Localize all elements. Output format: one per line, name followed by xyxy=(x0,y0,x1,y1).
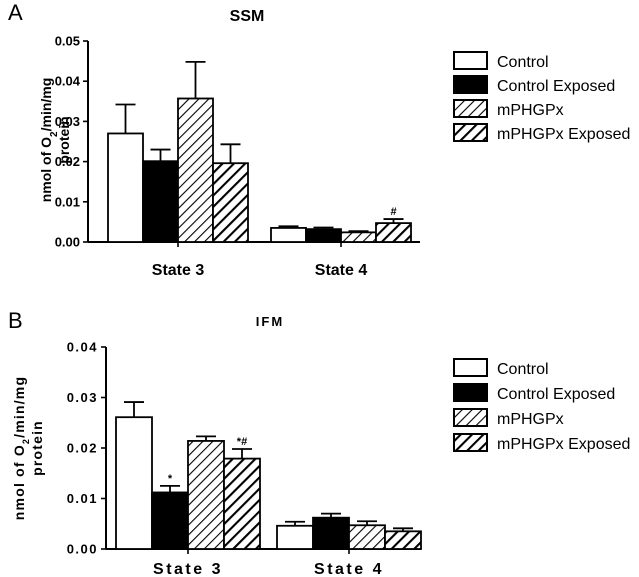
panel-a-bar xyxy=(177,97,214,243)
panel-b-bar xyxy=(312,516,350,550)
panel-b-y-tick-label: 0.01 xyxy=(67,491,98,506)
panel-a-legend-label: Control xyxy=(497,54,549,71)
panel-b-legend-label: mPHGPx Exposed xyxy=(497,436,630,453)
panel-b-ylabel-line2: protein xyxy=(29,420,45,476)
panel-b-bar xyxy=(187,440,225,550)
panel-a-title: SSM xyxy=(230,8,265,25)
panel-a-significance-mark: # xyxy=(390,206,396,218)
panel-b-ylabel-sub: 2 xyxy=(21,438,31,444)
panel-a-bar xyxy=(340,231,377,243)
panel-a-bar xyxy=(107,132,144,243)
panel-b-ylabel-main: nmol of O xyxy=(11,444,27,520)
panel-b-legend-label: Control Exposed xyxy=(497,386,615,403)
panel-b-title: IFM xyxy=(256,314,284,329)
panel-a-ylabel-sub: 2 xyxy=(49,131,60,137)
panel-a-y-tick-label: 0.01 xyxy=(55,194,80,209)
panel-b-ylabel-line1: nmol of O2/min/mg xyxy=(11,376,31,520)
panel-a-bar xyxy=(212,162,249,243)
panel-a-ylabel-rest: /min/mg xyxy=(38,78,54,132)
panel-b-y-tick-label: 0.00 xyxy=(67,542,98,557)
panel-b-legend-label: mPHGPx xyxy=(497,411,564,428)
panel-a-bar xyxy=(142,160,179,243)
panel-b-y-tick-label: 0.02 xyxy=(67,441,98,456)
panel-a-legend-swatch xyxy=(453,75,488,94)
panel-a-y-tick-label: 0.00 xyxy=(55,235,80,250)
panel-b-legend-swatch xyxy=(453,358,488,377)
panel-a-legend-swatch xyxy=(453,99,488,118)
panel-b-legend: Control Control Exposed mPHGPx mPHGPx Expos… xyxy=(453,358,630,453)
panel-a-y-tick-label: 0.05 xyxy=(55,34,80,49)
panel-b-bar xyxy=(276,524,314,550)
panel-a: A SSM nmol of O2/min/mg protein 0.00 0.01… xyxy=(8,0,630,279)
panel-b-bar xyxy=(151,491,189,550)
panel-a-legend-swatch xyxy=(453,51,488,70)
panel-a-ylabel-line2: protein xyxy=(56,116,72,163)
panel-b-significance-mark: *# xyxy=(237,436,247,448)
panel-b-y-tick-label: 0.03 xyxy=(67,390,98,405)
panel-b-legend-swatch xyxy=(453,433,488,452)
panel-a-bar xyxy=(305,228,342,243)
panel-b-legend-swatch xyxy=(453,383,488,402)
panel-a-legend-label: mPHGPx Exposed xyxy=(497,126,630,143)
panel-a-bar xyxy=(375,222,412,243)
panel-a-legend-label: mPHGPx xyxy=(497,102,564,119)
panel-a-bar xyxy=(270,227,307,243)
panel-a-legend-label: Control Exposed xyxy=(497,78,615,95)
panel-b-bar xyxy=(223,457,261,550)
panel-a-y-tick-label: 0.03 xyxy=(55,114,80,129)
panel-b-legend-label: Control xyxy=(497,361,549,378)
panel-b-legend-swatch xyxy=(453,408,488,427)
panel-b-significance-mark: * xyxy=(168,473,173,485)
panel-b-y-tick-label: 0.04 xyxy=(67,340,98,355)
panel-b-ylabel-rest: /min/mg xyxy=(11,376,27,438)
panel-a-ylabel-main: nmol of O xyxy=(38,137,54,202)
panel-a-category-label: State 4 xyxy=(315,262,368,279)
panel-a-letter: A xyxy=(8,0,23,25)
panel-b-plot: 0.00 0.01 0.02 0.03 0.04 State 3 State 4 * *# xyxy=(67,340,422,577)
panel-b-category-label: State 3 xyxy=(153,561,223,577)
panel-a-category-label: State 3 xyxy=(152,262,205,279)
panel-b-bar xyxy=(348,524,386,550)
panel-a-legend: Control Control Exposed mPHGPx mPHGPx Expos… xyxy=(453,51,630,143)
panel-a-y-tick-label: 0.02 xyxy=(55,154,80,169)
panel-a-legend-swatch xyxy=(453,123,488,142)
panel-a-plot: 0.00 0.01 0.02 0.03 0.04 0.05 State 3 State 4 # xyxy=(55,34,420,279)
panel-b-letter: B xyxy=(8,308,23,333)
panel-b-bar xyxy=(115,416,153,550)
panel-a-ylabel-line1: nmol of O2/min/mg xyxy=(38,78,60,203)
panel-b: B IFM nmol of O2/min/mg protein 0.00 0.01… xyxy=(8,308,630,577)
panel-b-bar xyxy=(384,530,422,550)
panel-a-y-tick-label: 0.04 xyxy=(55,74,81,89)
panel-b-category-label: State 4 xyxy=(314,561,384,577)
